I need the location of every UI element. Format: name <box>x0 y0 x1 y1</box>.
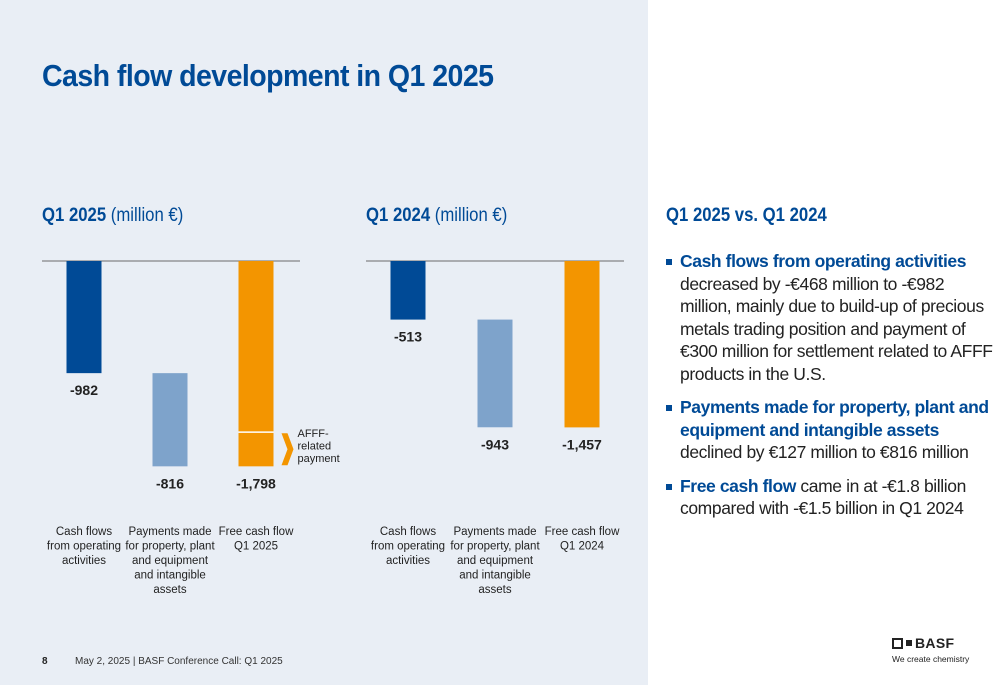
chart-1-heading-unit: (million €) <box>106 205 184 226</box>
category-label-1: from operating <box>371 541 445 553</box>
logo-tagline: We create chemistry <box>892 654 970 664</box>
category-label-2: assets <box>478 584 511 596</box>
comparison-heading: Q1 2025 vs. Q1 2024 <box>666 205 827 226</box>
chart-2-heading: Q1 2024 (million €) <box>366 205 507 227</box>
category-label-2: assets <box>153 584 186 596</box>
comparison-bullets: Cash flows from operating activities dec… <box>666 250 996 531</box>
basf-logo: BASF We create chemistry <box>892 635 972 671</box>
category-label-1: Cash flows <box>56 526 112 538</box>
bullet-2-text: declined by €127 million to €816 million <box>680 442 969 462</box>
value-label-1: -513 <box>394 329 422 345</box>
chart-1-heading: Q1 2025 (million €) <box>42 205 183 227</box>
category-label-1: from operating <box>47 541 121 553</box>
bullet-1-text: decreased by -€468 million to -€982 mill… <box>680 273 993 384</box>
category-label-3: Free cash flow <box>219 526 294 538</box>
bullet-2-bold: Payments made for property, plant and eq… <box>680 397 989 440</box>
bullet-capex: Payments made for property, plant and eq… <box>666 396 996 464</box>
bar-1 <box>66 261 102 374</box>
category-label-2: and equipment <box>457 555 534 567</box>
annotation-label: related <box>298 441 332 453</box>
chart-area-background <box>0 0 648 685</box>
logo-wordmark: BASF <box>915 635 955 651</box>
category-label-2: and equipment <box>132 555 209 567</box>
category-label-1: activities <box>62 555 106 567</box>
bullet-3-bold: Free cash flow <box>680 475 796 496</box>
chart-2-heading-unit: (million €) <box>430 205 508 226</box>
value-label-2: -816 <box>156 475 184 491</box>
bullet-square-icon <box>666 259 672 265</box>
bar-2 <box>477 319 513 428</box>
value-label-1: -982 <box>70 382 98 398</box>
bullet-square-icon <box>666 405 672 411</box>
category-label-1: activities <box>386 555 430 567</box>
category-label-2: for property, plant <box>125 541 215 553</box>
category-label-3: Free cash flow <box>545 526 620 538</box>
logo-dot-icon <box>906 640 912 646</box>
bar-1 <box>390 261 426 320</box>
chart-2-heading-bold: Q1 2024 <box>366 205 431 226</box>
category-label-2: and intangible <box>459 570 531 582</box>
category-label-3: Q1 2025 <box>234 541 278 553</box>
page-number: 8 <box>42 656 48 667</box>
bar-2 <box>152 373 188 467</box>
chart-1-heading-bold: Q1 2025 <box>42 205 107 226</box>
bar-3 <box>564 261 600 428</box>
category-label-2: for property, plant <box>450 541 540 553</box>
category-label-2: Payments made <box>453 526 536 538</box>
category-label-2: and intangible <box>134 570 206 582</box>
waterfall-charts: -982 Cash flows from operating activities -8… <box>42 260 624 596</box>
value-label-2: -943 <box>481 436 509 452</box>
value-label-3: -1,457 <box>562 436 602 452</box>
bullet-square-icon <box>666 483 672 490</box>
annotation-label: AFFF- <box>298 428 329 440</box>
page-title: Cash flow development in Q1 2025 <box>42 58 494 93</box>
category-label-3: Q1 2024 <box>560 541 605 553</box>
bullet-1-bold: Cash flows from operating activities <box>680 251 967 271</box>
value-label-3: -1,798 <box>236 475 276 491</box>
chevron-right-icon <box>281 433 294 466</box>
category-label-2: Payments made <box>128 526 211 538</box>
category-label-1: Cash flows <box>380 526 436 538</box>
footer-text: May 2, 2025 | BASF Conference Call: Q1 2… <box>75 656 283 667</box>
bullet-free-cash-flow: Free cash flow came in at -€1.8 billion … <box>666 475 996 520</box>
bullet-3-text: came in at -€1.8 billion compared with -… <box>680 475 966 519</box>
logo-square-icon <box>892 637 903 649</box>
bar-3 <box>238 261 274 467</box>
annotation-label: payment <box>298 453 340 465</box>
bullet-operating-cash-flow: Cash flows from operating activities dec… <box>666 250 996 385</box>
